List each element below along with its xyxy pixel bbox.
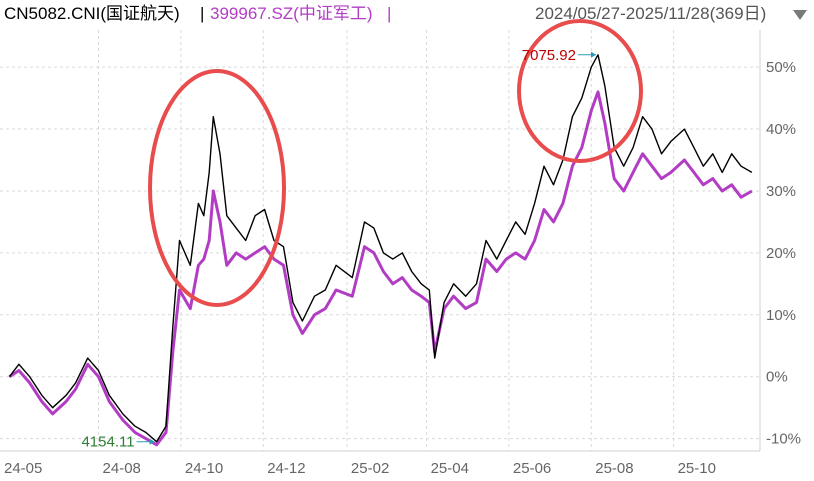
y-tick-label: -10% <box>766 431 801 448</box>
y-axis-labels: -10% 0% 10% 20% 30% 40% 50% <box>766 59 801 447</box>
y-tick-label: 50% <box>766 59 796 76</box>
x-tick-label: 25-10 <box>678 460 716 477</box>
y-tick-label: 20% <box>766 245 796 262</box>
highlight-circle-oct <box>148 69 286 307</box>
series-lines <box>8 54 753 447</box>
x-tick-label: 24-05 <box>4 460 42 477</box>
grid <box>0 30 761 451</box>
y-tick-label: 40% <box>766 121 796 138</box>
legend-separator-2: | <box>387 4 391 23</box>
legend-separator-1: | <box>200 4 204 23</box>
series2-legend-label: 399967.SZ(中证军工) <box>210 4 373 23</box>
date-range-label[interactable]: 2024/05/27-2025/11/28(369日) <box>535 4 766 23</box>
y-tick-label: 30% <box>766 183 796 200</box>
x-tick-label: 24-12 <box>267 460 305 477</box>
x-tick-label: 24-08 <box>103 460 141 477</box>
x-tick-label: 25-02 <box>351 460 389 477</box>
highlight-circle-aug <box>517 19 643 163</box>
x-tick-label: 24-10 <box>185 460 223 477</box>
low-pointer-arrow-icon <box>149 438 155 445</box>
series1-legend-label: CN5082.CNI(国证航天) <box>4 4 180 23</box>
series-line-2 <box>8 90 753 447</box>
series-line-1 <box>8 54 753 443</box>
y-tick-label: 0% <box>766 369 788 386</box>
x-axis-labels: 24-05 24-08 24-10 24-12 25-02 25-04 25-06 25-08… <box>4 460 716 477</box>
x-tick-label: 25-04 <box>431 460 469 477</box>
y-tick-label: 10% <box>766 307 796 324</box>
x-tick-label: 25-06 <box>513 460 551 477</box>
x-tick-label: 25-08 <box>595 460 633 477</box>
annotations: 7075.92 4154.11 <box>81 47 597 451</box>
high-pointer-arrow-icon <box>591 51 597 58</box>
low-value-label: 4154.11 <box>81 434 134 451</box>
dropdown-triangle-icon[interactable] <box>793 10 807 20</box>
high-value-label: 7075.92 <box>522 47 576 64</box>
